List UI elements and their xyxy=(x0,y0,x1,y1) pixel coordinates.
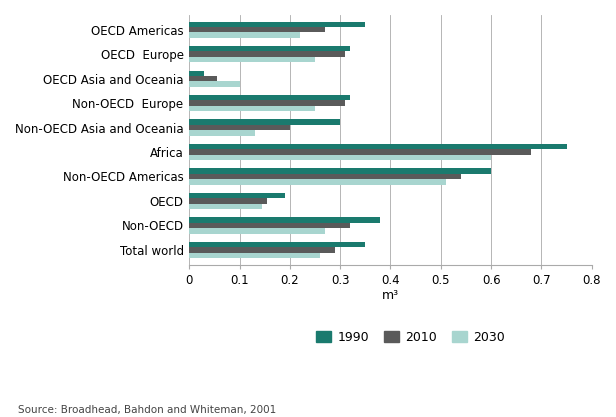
Bar xyxy=(189,193,285,198)
Bar xyxy=(189,144,567,149)
Bar xyxy=(189,76,217,81)
Bar xyxy=(189,223,351,228)
Bar xyxy=(189,22,365,27)
Bar xyxy=(189,57,315,62)
Bar xyxy=(189,242,365,247)
Text: Source: Broadhead, Bahdon and Whiteman, 2001: Source: Broadhead, Bahdon and Whiteman, … xyxy=(18,405,277,415)
Bar xyxy=(189,100,345,106)
Bar xyxy=(189,106,315,111)
Bar xyxy=(189,228,325,234)
Bar xyxy=(189,155,491,160)
Bar xyxy=(189,149,532,155)
Legend: 1990, 2010, 2030: 1990, 2010, 2030 xyxy=(311,326,510,349)
Bar xyxy=(189,27,325,33)
Bar xyxy=(189,203,262,209)
Bar xyxy=(189,198,267,203)
Bar xyxy=(189,120,340,125)
Bar xyxy=(189,253,320,258)
Bar xyxy=(189,81,240,87)
Bar xyxy=(189,70,205,76)
Bar xyxy=(189,174,461,179)
Bar xyxy=(189,217,381,223)
Bar xyxy=(189,179,446,185)
Bar xyxy=(189,95,351,100)
Bar xyxy=(189,247,335,253)
Bar xyxy=(189,130,254,136)
Bar xyxy=(189,33,300,38)
Bar xyxy=(189,168,491,174)
Bar xyxy=(189,51,345,57)
Bar xyxy=(189,46,351,51)
Bar xyxy=(189,125,290,130)
X-axis label: m³: m³ xyxy=(382,289,399,302)
